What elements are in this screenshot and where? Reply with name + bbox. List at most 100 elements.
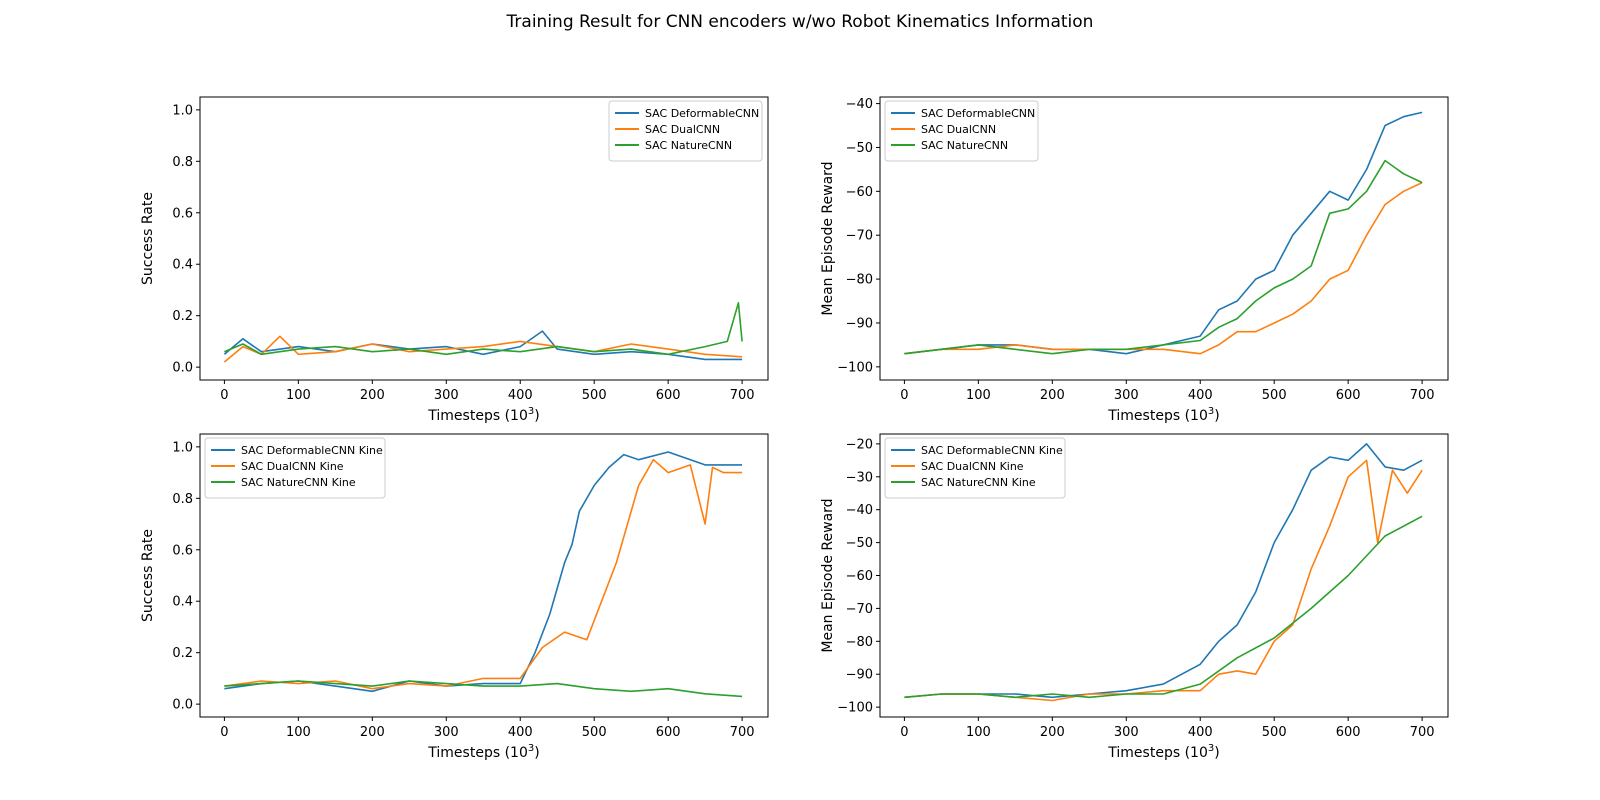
y-axis-label: Mean Episode Reward (820, 161, 836, 315)
x-tick-label: 400 (1188, 725, 1213, 740)
y-tick-label: 0.4 (172, 595, 193, 610)
x-tick-label: 400 (508, 388, 533, 403)
y-axis-label: Mean Episode Reward (820, 498, 836, 652)
x-tick-label: 100 (286, 388, 311, 403)
x-axis-label: Timesteps (103) (427, 406, 539, 424)
series-line-3 (904, 515, 1423, 699)
series-line-3 (904, 159, 1423, 355)
legend-label: SAC DeformableCNN Kine (241, 444, 383, 457)
legend-label: SAC DualCNN (645, 123, 720, 136)
x-tick-label: 500 (582, 725, 607, 740)
y-tick-label: −60 (846, 569, 873, 584)
y-tick-label: 1.0 (172, 440, 193, 455)
y-tick-label: 0.8 (172, 155, 193, 170)
x-tick-label: 0 (900, 725, 908, 740)
x-tick-label: 0 (220, 725, 228, 740)
x-tick-label: 300 (1114, 725, 1139, 740)
legend-label: SAC NatureCNN (645, 139, 732, 152)
x-axis-label: Timesteps (103) (1107, 743, 1219, 761)
y-tick-label: 0.2 (172, 646, 193, 661)
y-tick-label: −100 (837, 360, 873, 375)
x-tick-label: 300 (434, 388, 459, 403)
chart-panel-1: 0 100 200 300 400 500 600 700 0.0 0.2 0.4 0.6 0.8 1.0… (140, 96, 769, 424)
legend-box (608, 100, 763, 162)
legend: SAC DeformableCNN Kine SAC DualCNN Kine SA… (204, 437, 386, 499)
x-tick-label: 300 (434, 725, 459, 740)
series-line-2 (223, 335, 743, 363)
legend-box (204, 437, 386, 499)
legend-label: SAC NatureCNN (921, 139, 1008, 152)
y-tick-label: −80 (846, 635, 873, 650)
x-tick-label: 0 (220, 388, 228, 403)
x-tick-label: 600 (1336, 725, 1361, 740)
legend-label: SAC DualCNN Kine (921, 460, 1024, 473)
x-tick-label: 200 (360, 725, 385, 740)
x-tick-label: 100 (966, 388, 991, 403)
x-tick-label: 600 (656, 388, 681, 403)
y-tick-label: −40 (846, 97, 873, 112)
legend-box (884, 437, 1066, 499)
y-tick-label: −70 (846, 229, 873, 244)
x-tick-label: 100 (286, 725, 311, 740)
series-line-2 (904, 459, 1423, 702)
legend-label: SAC DualCNN Kine (241, 460, 344, 473)
x-tick-label: 700 (730, 388, 755, 403)
y-tick-label: −90 (846, 316, 873, 331)
series-line-1 (224, 451, 743, 693)
series-line-2 (904, 181, 1423, 355)
y-tick-label: 0.8 (172, 492, 193, 507)
y-tick-label: 0.0 (172, 361, 193, 376)
y-tick-label: 0.0 (172, 698, 193, 713)
figure-title: Training Result for CNN encoders w/wo Ro… (506, 12, 1094, 32)
y-tick-label: −60 (846, 185, 873, 200)
y-axis-label: Success Rate (140, 192, 156, 285)
y-tick-label: −40 (846, 503, 873, 518)
legend-label: SAC NatureCNN Kine (921, 476, 1036, 489)
x-tick-label: 700 (730, 725, 755, 740)
x-tick-label: 700 (1410, 388, 1435, 403)
y-tick-label: 0.6 (172, 206, 193, 221)
legend-label: SAC DeformableCNN (645, 107, 759, 120)
series-line-1 (904, 443, 1423, 699)
chart-panel-4: 0 100 200 300 400 500 600 700 −100 −90 −80 −70 −60 −5… (820, 433, 1449, 761)
x-tick-label: 500 (1262, 388, 1287, 403)
axes-frame (879, 96, 1449, 381)
x-tick-label: 0 (900, 388, 908, 403)
axes-frame (199, 433, 769, 718)
y-tick-label: −80 (846, 273, 873, 288)
x-tick-label: 400 (1188, 388, 1213, 403)
y-tick-label: −90 (846, 668, 873, 683)
legend: SAC DeformableCNN Kine SAC DualCNN Kine SA… (884, 437, 1066, 499)
x-axis-label: Timesteps (103) (427, 743, 539, 761)
x-tick-label: 700 (1410, 725, 1435, 740)
legend-label: SAC DeformableCNN (921, 107, 1035, 120)
legend: SAC DeformableCNN SAC DualCNN SAC NatureCN… (608, 100, 763, 162)
legend-label: SAC NatureCNN Kine (241, 476, 356, 489)
y-tick-label: −50 (846, 536, 873, 551)
axes-frame (199, 96, 769, 381)
x-tick-label: 200 (1040, 388, 1065, 403)
chart-panel-3: 0 100 200 300 400 500 600 700 0.0 0.2 0.4 0.6 0.8 1.0… (140, 433, 769, 761)
legend: SAC DeformableCNN SAC DualCNN SAC NatureCN… (884, 100, 1039, 162)
series-line-3 (224, 680, 743, 698)
y-tick-label: −50 (846, 141, 873, 156)
x-tick-label: 600 (656, 725, 681, 740)
y-tick-label: −30 (846, 470, 873, 485)
x-axis-label: Timesteps (103) (1107, 406, 1219, 424)
y-tick-label: 0.6 (172, 543, 193, 558)
y-tick-label: −20 (846, 437, 873, 452)
chart-panel-2: 0 100 200 300 400 500 600 700 −100 −90 −80 −70 −60 −5… (820, 96, 1449, 424)
y-tick-label: 0.4 (172, 258, 193, 273)
y-tick-label: 0.2 (172, 309, 193, 324)
legend-label: SAC DualCNN (921, 123, 996, 136)
series-line-1 (223, 330, 743, 361)
x-tick-label: 400 (508, 725, 533, 740)
y-axis-label: Success Rate (140, 529, 156, 622)
x-tick-label: 500 (582, 388, 607, 403)
legend-label: SAC DeformableCNN Kine (921, 444, 1063, 457)
x-tick-label: 300 (1114, 388, 1139, 403)
x-tick-label: 200 (360, 388, 385, 403)
x-tick-label: 100 (966, 725, 991, 740)
y-tick-label: −70 (846, 602, 873, 617)
